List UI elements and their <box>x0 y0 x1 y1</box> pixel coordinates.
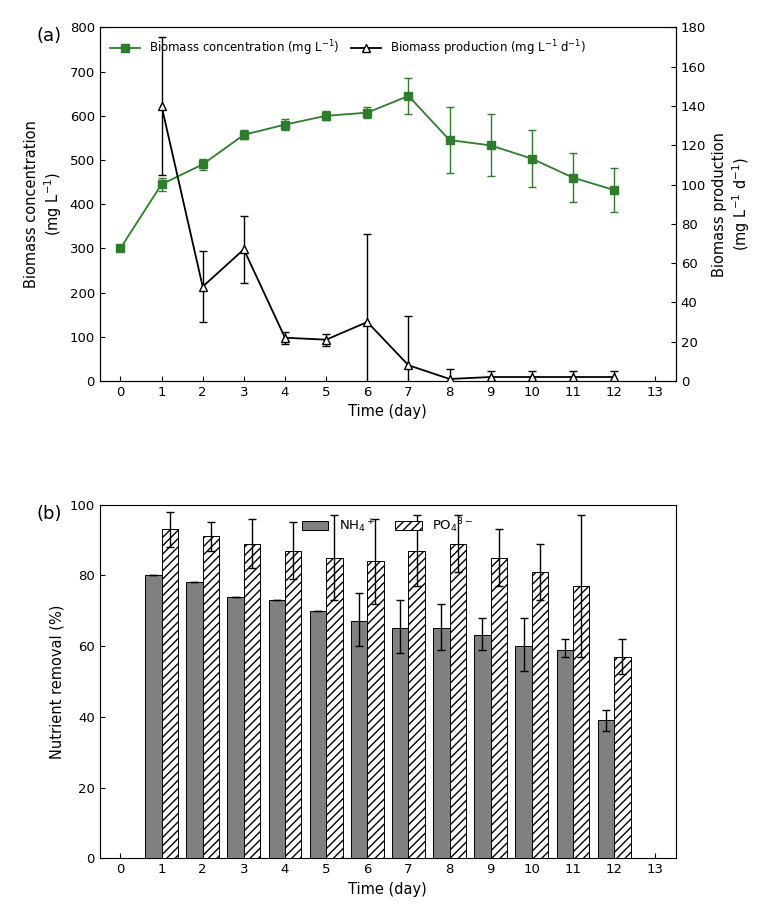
X-axis label: Time (day): Time (day) <box>349 882 427 897</box>
Text: (a): (a) <box>37 27 61 46</box>
Bar <box>145 575 161 858</box>
Bar <box>409 551 425 858</box>
Bar <box>203 537 219 858</box>
Legend: NH$_4$$^+$, PO$_4$$^{3-}$: NH$_4$$^+$, PO$_4$$^{3-}$ <box>296 511 479 540</box>
Bar <box>326 558 343 858</box>
Bar <box>449 543 466 858</box>
Y-axis label: Biomass production
(mg L$^{-1}$ d$^{-1}$): Biomass production (mg L$^{-1}$ d$^{-1}$… <box>712 131 752 277</box>
Bar <box>491 558 507 858</box>
Bar <box>614 656 631 858</box>
Bar <box>186 582 203 858</box>
Bar <box>392 628 409 858</box>
Bar <box>515 646 531 858</box>
Bar <box>243 543 260 858</box>
Legend: Biomass concentration (mg L$^{-1}$), Biomass production (mg L$^{-1}$ d$^{-1}$): Biomass concentration (mg L$^{-1}$), Bio… <box>106 33 591 62</box>
Bar <box>367 561 384 858</box>
Bar <box>310 611 326 858</box>
Bar <box>161 530 178 858</box>
Bar <box>285 551 301 858</box>
X-axis label: Time (day): Time (day) <box>349 404 427 419</box>
Text: (b): (b) <box>37 505 62 522</box>
Y-axis label: Nutrient removal (%): Nutrient removal (%) <box>49 604 65 759</box>
Bar <box>598 720 614 858</box>
Bar <box>557 650 573 858</box>
Bar <box>573 586 590 858</box>
Bar <box>531 572 548 858</box>
Bar <box>269 600 285 858</box>
Bar <box>227 596 243 858</box>
Bar <box>351 622 367 858</box>
Bar <box>433 628 449 858</box>
Y-axis label: Biomass concentration
(mg L$^{-1}$): Biomass concentration (mg L$^{-1}$) <box>24 121 65 289</box>
Bar <box>475 635 491 858</box>
